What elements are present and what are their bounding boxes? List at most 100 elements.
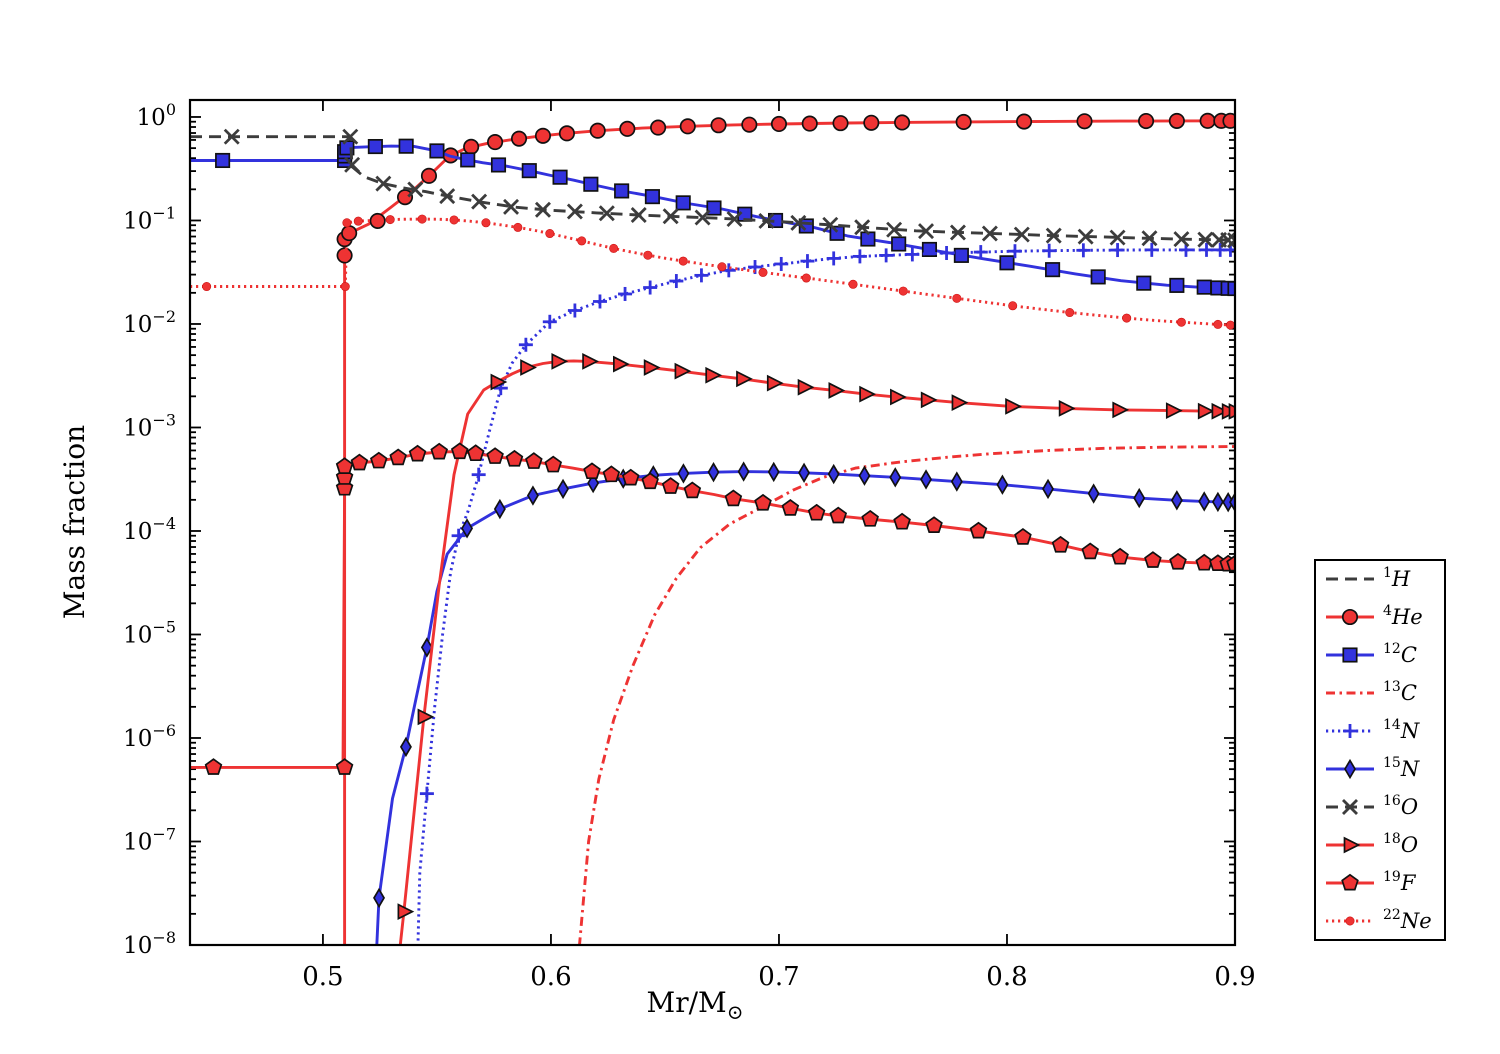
triangle-right-marker xyxy=(1165,402,1183,420)
pentagon-marker xyxy=(204,758,223,775)
square-marker xyxy=(644,189,660,205)
series-4He xyxy=(336,112,1235,945)
x-marker xyxy=(407,181,424,198)
circle-marker xyxy=(369,212,386,229)
triangle-right-marker xyxy=(1343,836,1361,854)
circle-marker xyxy=(336,247,353,264)
square-marker xyxy=(521,163,537,179)
circle-marker xyxy=(420,167,438,184)
diamond-marker xyxy=(737,461,750,482)
circle-marker xyxy=(1016,113,1033,130)
dot-marker xyxy=(717,262,727,272)
x-marker xyxy=(223,128,240,145)
pentagon-marker xyxy=(408,444,427,462)
circle-marker xyxy=(955,113,972,131)
dot-marker xyxy=(1008,301,1018,311)
pentagon-marker xyxy=(335,457,354,474)
y-tick-label: 10−7 xyxy=(123,824,176,855)
pentagon-marker xyxy=(486,447,504,464)
triangle-right-marker xyxy=(1197,402,1215,420)
x-marker xyxy=(1173,231,1190,248)
pentagon-marker xyxy=(466,444,485,462)
triangle-right-marker xyxy=(643,359,661,376)
dot-marker xyxy=(202,282,212,292)
series-line-14N xyxy=(416,248,1235,945)
diamond-marker xyxy=(1087,483,1100,504)
legend-entry-12C: 12C xyxy=(1326,641,1417,667)
pentagon-marker xyxy=(1014,527,1032,545)
pentagon-marker xyxy=(861,509,879,527)
triangle-right-marker xyxy=(797,378,815,396)
x-marker xyxy=(1227,232,1235,243)
y-tick-label: 10−6 xyxy=(123,721,176,752)
pentagon-marker xyxy=(754,493,772,511)
diamond-marker xyxy=(1133,487,1146,509)
x-marker xyxy=(1045,227,1062,244)
dot-marker xyxy=(385,215,395,225)
triangle-right-marker xyxy=(890,388,907,406)
square-marker xyxy=(921,241,938,257)
triangle-right-marker xyxy=(520,359,537,376)
triangle-right-marker xyxy=(705,366,723,384)
triangle-right-marker xyxy=(920,391,938,409)
triangle-right-marker xyxy=(417,708,435,726)
plot-frame xyxy=(188,98,1237,947)
y-axis-label: Mass fraction xyxy=(58,425,91,619)
legend-label-13C: 13C xyxy=(1383,679,1417,705)
square-marker xyxy=(552,169,568,185)
x-marker xyxy=(344,156,361,173)
pentagon-marker xyxy=(350,453,369,471)
diamond-marker xyxy=(1229,491,1235,513)
diamond-marker xyxy=(827,463,840,485)
circle-marker xyxy=(341,225,358,242)
x-marker xyxy=(630,206,647,223)
square-marker xyxy=(1136,275,1152,291)
dot-marker xyxy=(609,243,619,253)
x-tick-label: 0.5 xyxy=(302,962,343,992)
square-marker xyxy=(490,157,507,173)
legend-label-4He: 4He xyxy=(1383,603,1423,629)
triangle-right-marker xyxy=(490,373,508,391)
circle-marker xyxy=(619,120,636,137)
dot-marker xyxy=(1213,319,1223,329)
circle-marker xyxy=(487,134,504,151)
pentagon-marker xyxy=(661,477,680,494)
legend-entry-4He: 4He xyxy=(1326,603,1423,629)
pentagon-marker xyxy=(525,452,543,469)
triangle-right-marker xyxy=(582,353,599,370)
square-marker xyxy=(1227,280,1235,297)
circle-marker xyxy=(650,119,667,136)
circle-marker xyxy=(863,114,880,131)
square-marker xyxy=(1342,647,1358,663)
series-16O xyxy=(190,128,1235,249)
circle-marker xyxy=(1341,608,1359,626)
x-marker xyxy=(1109,229,1126,246)
square-marker xyxy=(367,138,383,155)
square-marker xyxy=(999,255,1015,271)
dot-marker xyxy=(449,215,459,225)
pentagon-marker xyxy=(807,503,826,521)
dot-marker xyxy=(758,267,768,277)
pentagon-marker xyxy=(389,448,407,466)
diamond-marker xyxy=(526,485,539,506)
x-marker xyxy=(598,205,615,222)
diamond-marker xyxy=(1211,491,1224,513)
dot-marker xyxy=(342,218,352,228)
x-axis-label-main: Mr/M xyxy=(647,986,727,1019)
y-tick-label: 10−2 xyxy=(123,307,176,338)
circle-marker xyxy=(832,115,849,132)
x-marker xyxy=(1141,230,1158,247)
triangle-right-marker xyxy=(951,394,969,411)
triangle-right-marker xyxy=(766,374,784,392)
x-marker xyxy=(503,198,520,215)
circle-marker xyxy=(1199,112,1216,129)
legend-entry-19F: 19F xyxy=(1326,869,1417,895)
legend-box xyxy=(1314,559,1446,941)
pentagon-marker xyxy=(430,442,449,460)
square-marker xyxy=(1045,262,1061,278)
x-tick-label: 0.7 xyxy=(758,962,799,992)
diamond-marker xyxy=(461,518,474,539)
legend-entry-13C: 13C xyxy=(1326,679,1417,705)
x-marker xyxy=(981,225,998,242)
